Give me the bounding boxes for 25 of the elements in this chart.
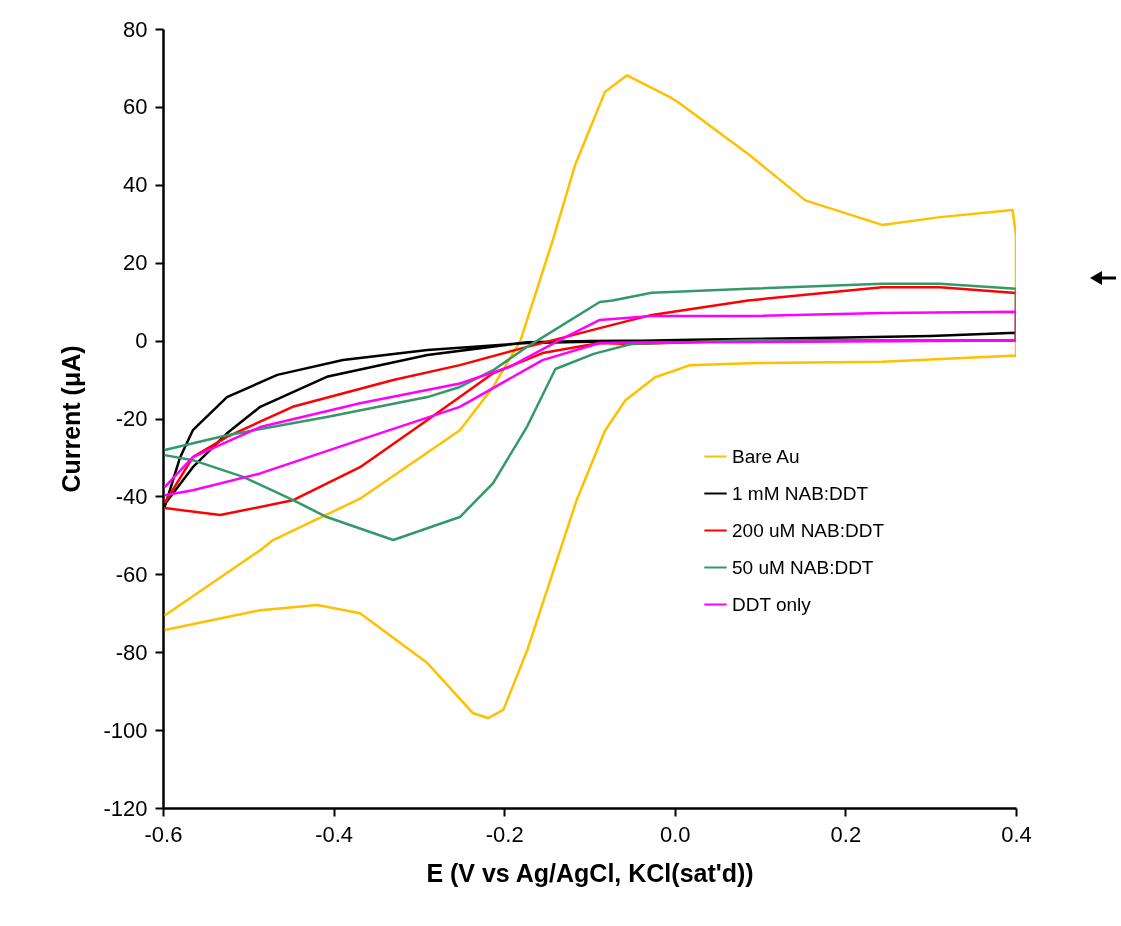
legend-label: 50 uM NAB:DDT [732,556,874,578]
y-tick-label: -80 [115,639,148,665]
y-tick-label: -120 [103,795,148,821]
y-tick-label: 80 [123,16,148,42]
x-tick-label: -0.6 [144,821,183,847]
x-tick-label: -0.4 [315,821,354,847]
y-axis-title: Current (μA) [57,345,86,493]
legend-label: 200 uM NAB:DDT [732,519,885,541]
y-tick-label: 40 [123,172,148,198]
y-tick-label: 20 [123,250,148,276]
x-tick-label: 0.4 [1001,821,1032,847]
y-tick-label: 0 [135,328,148,354]
legend-label: DDT only [732,593,812,615]
line-series [163,74,1016,720]
y-tick-label: -40 [115,483,148,509]
legend-label: Bare Au [732,445,800,467]
x-tick-label: -0.2 [485,821,524,847]
x-tick-label: 0.2 [830,821,862,847]
x-tick-label: 0.0 [660,821,691,847]
x-axis-title: E (V vs Ag/AgCl, KCl(sat'd)) [426,858,754,887]
y-tick-label: -60 [115,561,148,587]
legend-label: 1 mM NAB:DDT [732,482,869,504]
y-tick-label: 60 [123,94,148,120]
y-tick-label: -100 [103,717,148,743]
y-tick-label: -20 [115,406,148,431]
